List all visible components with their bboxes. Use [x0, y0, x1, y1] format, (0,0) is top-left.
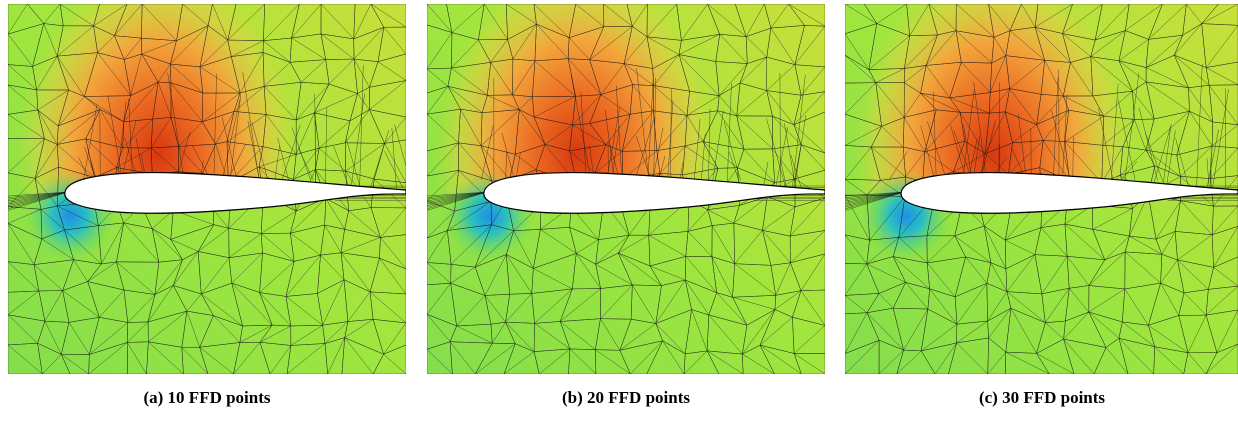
airfoil	[900, 172, 1238, 214]
airfoil	[483, 172, 826, 214]
panel	[844, 3, 1238, 375]
caption: (b) 20 FFD points	[562, 388, 690, 407]
panel	[426, 3, 826, 375]
pressure-low	[845, 154, 984, 274]
mesh	[426, 3, 826, 375]
caption: (a) 10 FFD points	[143, 388, 271, 407]
pressure-low	[427, 154, 567, 274]
panel	[7, 3, 413, 375]
caption: (c) 30 FFD points	[978, 388, 1106, 407]
airfoil	[64, 172, 407, 214]
mesh-plot	[7, 3, 413, 375]
mesh-plot	[426, 3, 826, 375]
mesh-plot	[844, 3, 1238, 375]
pressure-low	[8, 154, 148, 274]
